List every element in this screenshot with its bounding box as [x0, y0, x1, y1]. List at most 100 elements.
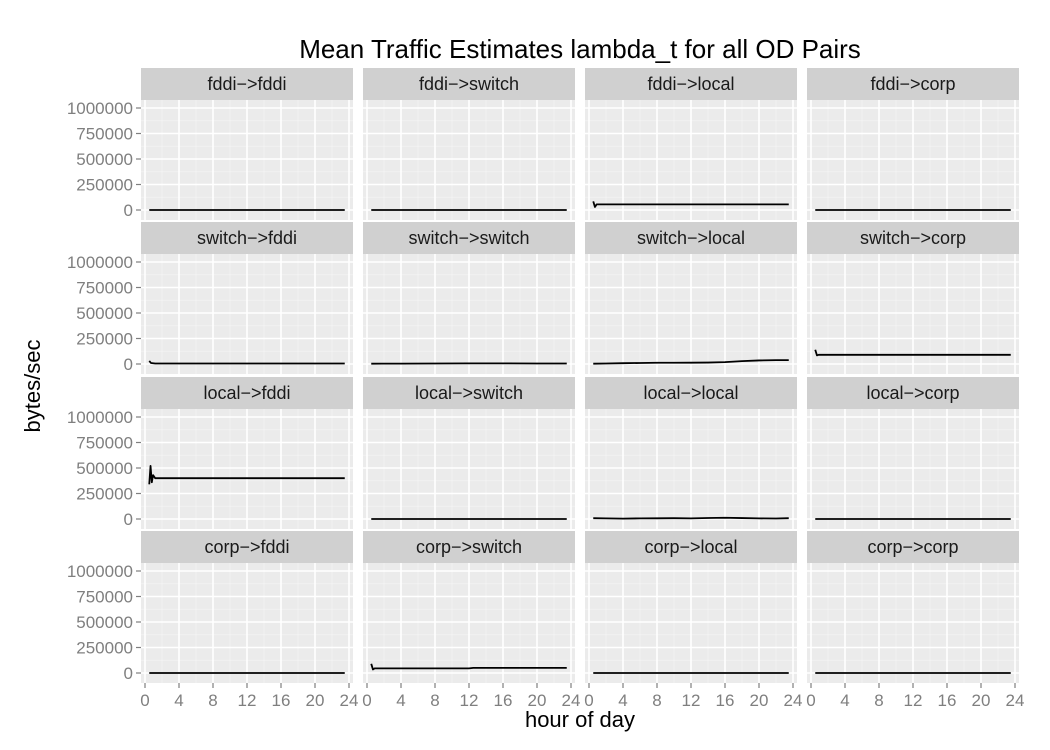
y-tick-label: 250000 — [76, 485, 133, 504]
panel-local-to-corp: local−>corp — [807, 377, 1019, 529]
x-tick-label: 4 — [840, 691, 849, 710]
x-tick-label: 4 — [396, 691, 405, 710]
facet-strip-label: fddi−>switch — [419, 74, 519, 94]
x-tick-label: 12 — [904, 691, 923, 710]
series-line-fddi-to-local — [592, 201, 789, 208]
y-tick-label: 250000 — [76, 176, 133, 195]
facet-strip — [585, 531, 797, 563]
facet-strip-label: corp−>fddi — [204, 537, 289, 557]
y-tick-label: 1000000 — [67, 99, 133, 118]
x-axis-title: hour of day — [525, 707, 635, 732]
panel-corp-to-switch: corp−>switch 0 4 8 12 16 20 24 — [362, 531, 580, 710]
y-tick-label: 250000 — [76, 330, 133, 349]
x-tick-label: 20 — [750, 691, 769, 710]
x-tick-label: 4 — [618, 691, 627, 710]
panel-local-to-local: local−>local — [585, 377, 797, 529]
x-tick-label: 20 — [972, 691, 991, 710]
facet-strip — [807, 531, 1019, 563]
facet-strip — [141, 377, 353, 409]
facet-strip — [141, 222, 353, 254]
y-tick-label: 1000000 — [67, 253, 133, 272]
y-tick-label: 500000 — [76, 613, 133, 632]
facet-strip-label: local−>fddi — [203, 383, 290, 403]
facet-strip-label: corp−>switch — [416, 537, 522, 557]
panel-switch-to-switch: switch−>switch — [363, 222, 575, 374]
x-tick-label: 4 — [174, 691, 183, 710]
x-tick-label: 16 — [938, 691, 957, 710]
y-tick-label: 250000 — [76, 639, 133, 658]
x-tick-label: 24 — [340, 691, 359, 710]
y-axis-title: bytes/sec — [20, 340, 45, 433]
y-tick-label: 750000 — [76, 588, 133, 607]
x-tick-label: 0 — [584, 691, 593, 710]
x-tick-label: 24 — [784, 691, 803, 710]
y-tick-label: 500000 — [76, 459, 133, 478]
facet-strip-label: fddi−>corp — [870, 74, 955, 94]
panel-corp-to-corp: corp−>corp 0 4 8 12 16 20 24 — [806, 531, 1024, 710]
series-line-switch-to-local — [593, 359, 789, 365]
facet-strip-label: switch−>corp — [860, 228, 966, 248]
y-tick-label: 0 — [124, 201, 133, 220]
facet-strip — [807, 68, 1019, 100]
facet-strip — [807, 222, 1019, 254]
x-tick-label: 8 — [430, 691, 439, 710]
x-tick-label: 16 — [272, 691, 291, 710]
x-tick-label: 24 — [1006, 691, 1025, 710]
panel-local-to-fddi: local−>fddi 0 250000 500000 750000 1000000 — [67, 377, 353, 529]
facet-strip-label: fddi−>local — [647, 74, 734, 94]
panel-corp-to-fddi: corp−>fddi 0 250000 500000 750000 1000000 0 4 8 1… — [67, 531, 359, 710]
facet-strip-label: switch−>switch — [408, 228, 529, 248]
y-tick-label: 0 — [124, 510, 133, 529]
panel-fddi-to-fddi: fddi−>fddi 0 250000 500000 750000 1000000 — [67, 68, 353, 220]
series-line-corp-to-switch — [370, 663, 567, 671]
facet-strip — [363, 531, 575, 563]
facet-strip-label: local−>corp — [866, 383, 959, 403]
series-line-switch-to-corp — [814, 349, 1011, 357]
y-tick-label: 0 — [124, 355, 133, 374]
facet-strip — [807, 377, 1019, 409]
facet-strip — [141, 531, 353, 563]
x-tick-label: 16 — [716, 691, 735, 710]
x-tick-label: 12 — [238, 691, 257, 710]
x-tick-label: 0 — [362, 691, 371, 710]
facet-strip — [363, 377, 575, 409]
chart-title: Mean Traffic Estimates lambda_t for all … — [299, 34, 861, 64]
facet-strip-label: corp−>local — [644, 537, 737, 557]
x-tick-label: 20 — [528, 691, 547, 710]
y-tick-label: 750000 — [76, 125, 133, 144]
facet-strip — [363, 68, 575, 100]
x-tick-label: 8 — [874, 691, 883, 710]
x-tick-label: 0 — [140, 691, 149, 710]
y-tick-label: 750000 — [76, 434, 133, 453]
y-tick-label: 500000 — [76, 150, 133, 169]
y-tick-label: 500000 — [76, 304, 133, 323]
facet-strip-label: switch−>fddi — [197, 228, 297, 248]
facet-strip — [363, 222, 575, 254]
facet-strip-label: fddi−>fddi — [207, 74, 286, 94]
panel-local-to-switch: local−>switch — [363, 377, 575, 529]
panel-fddi-to-local: fddi−>local — [585, 68, 797, 220]
series-line-local-to-fddi — [148, 465, 345, 485]
series-line-switch-to-fddi — [148, 360, 345, 365]
y-tick-label: 1000000 — [67, 562, 133, 581]
facet-strip — [585, 222, 797, 254]
facet-strip-label: local−>switch — [415, 383, 523, 403]
facet-strip-label: switch−>local — [637, 228, 745, 248]
x-tick-label: 20 — [306, 691, 325, 710]
x-tick-label: 24 — [562, 691, 581, 710]
series-line-local-to-local — [593, 516, 789, 520]
y-tick-label: 1000000 — [67, 408, 133, 427]
x-tick-label: 12 — [460, 691, 479, 710]
x-tick-label: 0 — [806, 691, 815, 710]
facet-panels: fddi−>fddi02500005000007500001000000fddi… — [67, 68, 1024, 710]
panel-switch-to-fddi: switch−>fddi 0 250000 500000 750000 1000000 — [67, 222, 353, 374]
facet-strip — [585, 377, 797, 409]
panel-fddi-to-switch: fddi−>switch — [363, 68, 575, 220]
facet-strip-label: corp−>corp — [867, 537, 958, 557]
y-tick-label: 0 — [124, 664, 133, 683]
panel-fddi-to-corp: fddi−>corp — [807, 68, 1019, 220]
y-tick-label: 750000 — [76, 279, 133, 298]
x-tick-label: 8 — [652, 691, 661, 710]
facet-strip — [585, 68, 797, 100]
